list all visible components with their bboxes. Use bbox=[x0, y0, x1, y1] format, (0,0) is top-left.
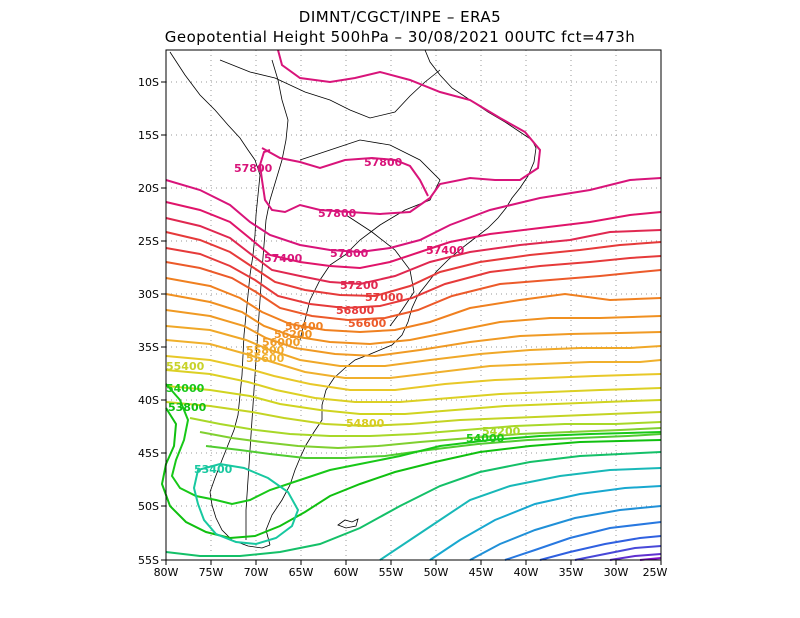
contour-53000 bbox=[429, 485, 662, 561]
lon-tick-label: 45W bbox=[469, 566, 494, 579]
contour-label: 55400 bbox=[166, 360, 205, 373]
contour-label: 57200 bbox=[340, 279, 379, 292]
contour-54800 bbox=[165, 401, 662, 428]
contour-55400 bbox=[165, 355, 662, 391]
contour-57000 bbox=[165, 231, 662, 298]
contour-52800 bbox=[469, 505, 662, 561]
coastline-atlantic bbox=[265, 49, 537, 546]
contour-label: 57800 bbox=[364, 156, 403, 169]
lon-tick-label: 25W bbox=[643, 566, 668, 579]
lon-tick-label: 70W bbox=[244, 566, 269, 579]
title-line-2: Geopotential Height 500hPa – 30/08/2021 … bbox=[164, 28, 636, 46]
contour-label: 54000 bbox=[466, 432, 505, 445]
lon-tick-label: 55W bbox=[379, 566, 404, 579]
contour-56400 bbox=[165, 277, 662, 334]
lat-tick-label: 45S bbox=[138, 447, 159, 460]
contour-53800 bbox=[160, 407, 662, 540]
contour-57200 bbox=[165, 217, 662, 286]
lon-tick-label: 40W bbox=[514, 566, 539, 579]
contour-57800-inner bbox=[261, 147, 429, 197]
lon-tick-label: 65W bbox=[289, 566, 314, 579]
contour-53200 bbox=[379, 467, 662, 561]
lat-tick-label: 55S bbox=[138, 554, 159, 567]
title-line-1: DIMNT/CGCT/INPE – ERA5 bbox=[298, 8, 502, 26]
coastline-pacific bbox=[169, 51, 271, 549]
contours bbox=[160, 49, 662, 561]
lon-tick-label: 60W bbox=[334, 566, 359, 579]
contour-label: 56800 bbox=[336, 304, 375, 317]
lat-tick-label: 10S bbox=[138, 76, 159, 89]
contour-label: 57800 bbox=[318, 207, 357, 220]
lon-tick-labels: 80W 75W 70W 65W 60W 55W 50W 45W 40W 35W … bbox=[154, 566, 668, 579]
lat-tick-label: 35S bbox=[138, 341, 159, 354]
border-north bbox=[219, 59, 441, 119]
contour-53400 bbox=[192, 462, 300, 546]
contour-55200 bbox=[165, 369, 662, 403]
contour-54200 bbox=[205, 433, 662, 459]
contour-label: 53800 bbox=[168, 401, 207, 414]
contour-54000 bbox=[165, 383, 662, 506]
lat-tick-label: 50S bbox=[138, 500, 159, 513]
contour-56200 bbox=[165, 293, 662, 346]
contour-label: 57000 bbox=[365, 291, 404, 304]
lon-tick-label: 35W bbox=[559, 566, 584, 579]
contour-54400 bbox=[199, 427, 662, 450]
contour-label: 56600 bbox=[348, 317, 387, 330]
contour-label: 57400 bbox=[264, 252, 303, 265]
gridlines bbox=[166, 50, 661, 560]
lon-tick-label: 80W bbox=[154, 566, 179, 579]
lat-tick-label: 20S bbox=[138, 182, 159, 195]
lon-tick-label: 75W bbox=[199, 566, 224, 579]
lat-tick-label: 25S bbox=[138, 235, 159, 248]
island-falklands bbox=[337, 518, 359, 529]
contour-label: 54000 bbox=[166, 382, 205, 395]
contour-label: 53400 bbox=[194, 463, 233, 476]
contour-label: 57600 bbox=[330, 247, 369, 260]
contour-label: 56200 bbox=[274, 328, 313, 341]
border-andes bbox=[245, 59, 289, 540]
contour-57400 bbox=[165, 201, 662, 270]
lon-tick-label: 50W bbox=[424, 566, 449, 579]
lat-tick-label: 15S bbox=[138, 129, 159, 142]
contour-56600 bbox=[165, 261, 662, 322]
contour-56800 bbox=[165, 247, 662, 310]
lon-tick-label: 30W bbox=[604, 566, 629, 579]
lat-tick-label: 30S bbox=[138, 288, 159, 301]
contour-labels: 57800 57800 57800 57600 57400 57400 5720… bbox=[166, 156, 521, 476]
contour-54600 bbox=[189, 417, 662, 437]
contour-52400 bbox=[539, 535, 662, 561]
contour-label: 57400 bbox=[426, 244, 465, 257]
contour-52000 bbox=[609, 553, 662, 561]
contour-55600 bbox=[165, 339, 662, 379]
contour-55000 bbox=[165, 385, 662, 415]
contour-52200 bbox=[574, 545, 662, 561]
lat-tick-labels: 10S 15S 20S 25S 30S 35S 40S 45S 50S 55S bbox=[138, 76, 159, 567]
contour-label: 55600 bbox=[246, 352, 285, 365]
contour-label: 54200 bbox=[482, 425, 521, 438]
lat-tick-label: 40S bbox=[138, 394, 159, 407]
contour-label: 56000 bbox=[262, 336, 301, 349]
contour-53600 bbox=[165, 451, 662, 557]
contour-label: 56400 bbox=[285, 320, 324, 333]
border-interior bbox=[299, 139, 441, 341]
contour-55800 bbox=[165, 325, 662, 367]
contour-label: 54800 bbox=[346, 417, 385, 430]
contour-52600 bbox=[504, 521, 662, 561]
contour-56000 bbox=[165, 309, 662, 358]
contour-label: 55800 bbox=[246, 344, 285, 357]
ticks bbox=[161, 81, 662, 565]
contour-57800-north bbox=[258, 49, 542, 216]
contour-label: 57800 bbox=[234, 162, 273, 175]
plot-frame bbox=[165, 49, 662, 561]
contour-57600 bbox=[165, 177, 662, 254]
